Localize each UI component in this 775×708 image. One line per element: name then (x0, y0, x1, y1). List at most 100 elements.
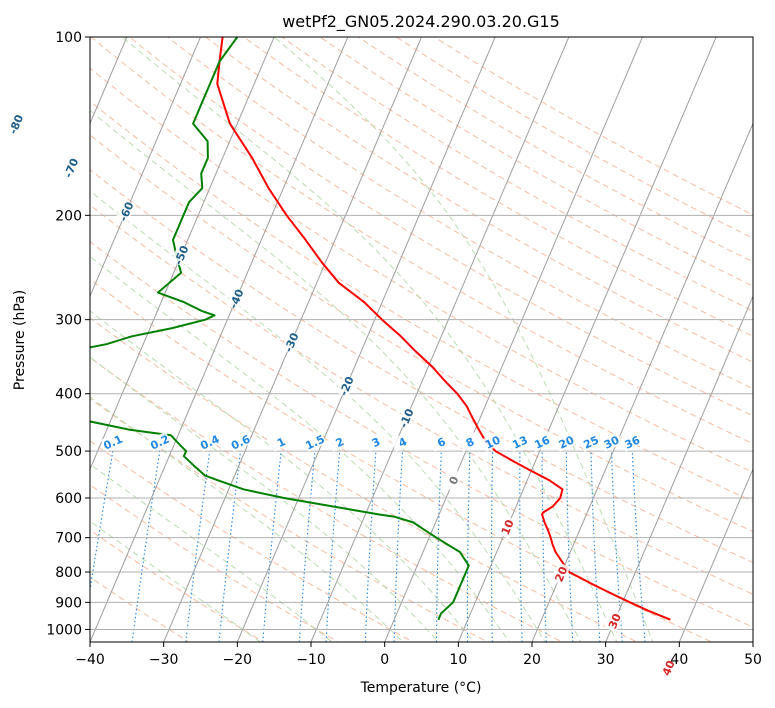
isotherm-label-bg (336, 374, 356, 398)
dry-adiabat (90, 67, 753, 473)
y-tick-label: 300 (55, 313, 82, 329)
mixing-ratio-label-bg (530, 431, 554, 452)
x-tick-label: 30 (597, 652, 615, 668)
x-tick-label: −40 (75, 652, 105, 668)
isotherm (384, 37, 644, 642)
moist-adiabat (273, 37, 654, 642)
y-tick-label: 1000 (46, 622, 82, 638)
plot-frame (89, 36, 754, 643)
isotherm (678, 467, 753, 642)
temperature-label-bg (657, 655, 678, 680)
mixing-ratio-label-bg (599, 431, 624, 452)
y-tick-label: 100 (55, 30, 82, 46)
mixing-ratio-label: 36 (623, 433, 643, 451)
mixing-ratio-label-bg (302, 431, 327, 452)
x-tick-label: −30 (149, 652, 179, 668)
chart-title: wetPf2_GN05.2024.290.03.20.G15 (282, 12, 560, 32)
dry-adiabat (357, 37, 753, 263)
background-lines (90, 37, 753, 642)
mixing-ratio-label-bg (390, 431, 415, 452)
mixing-ratio-label-bg (620, 431, 644, 452)
isotherm-label-bg (225, 286, 246, 311)
mixing-ratio-label-bg (327, 431, 352, 452)
y-tick-label: 600 (55, 491, 82, 507)
x-tick-label: 0 (380, 652, 389, 668)
isotherm-label-bg (5, 112, 26, 136)
x-axis-ticks: −40 −30 −20 −10 0 10 20 30 40 50 (75, 642, 762, 668)
y-tick-label: 400 (55, 387, 82, 403)
temperature-label-bg (496, 515, 517, 539)
dry-adiabat (90, 484, 340, 642)
x-tick-label: 40 (670, 652, 688, 668)
mixing-ratio-label: 13 (510, 433, 529, 451)
dry-adiabat (90, 168, 753, 564)
isotherm (605, 295, 753, 642)
dry-adiabat (128, 37, 753, 417)
isotherm (90, 37, 275, 471)
temperature-label: 20 (552, 564, 570, 583)
mixing-ratio-label: 16 (533, 433, 553, 451)
dry-adiabat (281, 37, 753, 312)
mixing-ratio-label-bg (269, 431, 293, 452)
dry-adiabat (90, 397, 489, 642)
temperature-label-bg (550, 562, 571, 586)
y-tick-label: 700 (55, 531, 82, 547)
dry-adiabat (90, 100, 753, 503)
dry-adiabat (395, 37, 753, 239)
x-axis-label: Temperature (°C) (360, 680, 482, 696)
moist-adiabat (121, 37, 618, 642)
y-tick-label: 500 (55, 444, 82, 460)
isotherm-label-bg (115, 199, 136, 224)
dry-adiabat (319, 37, 753, 287)
mixing-ratio-label: 25 (582, 433, 601, 451)
mixing-ratio-label-bg (480, 431, 505, 452)
mixing-ratio-label-bg (429, 431, 453, 452)
y-tick-label: 800 (55, 565, 82, 581)
moist-adiabat (90, 109, 582, 642)
isotherm-label-bg (280, 330, 301, 354)
isotherm (236, 37, 496, 642)
moist-adiabat (90, 520, 262, 642)
temperature-label-bg (604, 609, 625, 633)
mixing-ratio-label-bg (457, 431, 482, 452)
temperature-label: 30 (606, 611, 624, 630)
isotherm (90, 37, 349, 642)
x-tick-label: −20 (223, 652, 253, 668)
temperature-label: 40 (660, 658, 678, 677)
dry-adiabat (204, 37, 753, 363)
dewpoint-line (90, 37, 470, 621)
mixing-ratio-label: 20 (557, 433, 577, 451)
mixing-ratio-label-bg (228, 431, 253, 452)
temperature-label: 10 (499, 517, 517, 536)
mixing-ratio-label-bg (197, 431, 222, 452)
y-tick-label: 200 (55, 208, 82, 224)
temperature-label-bg (443, 468, 464, 492)
y-tick-label: 900 (55, 595, 82, 611)
moist-adiabat (90, 463, 333, 642)
mixing-ratio-label-bg (147, 431, 172, 452)
mixing-ratio-label: 10 (483, 433, 503, 451)
y-axis-label: Pressure (hPa) (12, 290, 28, 390)
mixing-ratio-label: 30 (602, 433, 622, 451)
dry-adiabat (90, 37, 753, 445)
dry-adiabat (90, 440, 414, 642)
plot-background (90, 37, 753, 642)
moist-adiabat (90, 396, 404, 642)
sounding-series (90, 37, 671, 621)
moist-adiabat (90, 255, 510, 642)
isotherm (531, 122, 753, 642)
y-axis-ticks: 100 200 300 400 500 600 700 800 900 1000 (46, 30, 90, 638)
isotherm (457, 37, 717, 642)
x-tick-label: 50 (744, 652, 762, 668)
dry-adiabat (166, 37, 753, 390)
contour-labels: -100-90-80-70-60-50-40-30-20-100.10.20.4… (5, 112, 678, 680)
dry-adiabat (90, 241, 753, 628)
x-tick-label: −10 (296, 652, 326, 668)
isotherm-label-bg (170, 243, 191, 267)
isotherm (310, 37, 570, 642)
x-tick-label: 20 (523, 652, 541, 668)
isotherm-label-bg (396, 406, 416, 430)
mixing-ratio-label-bg (507, 431, 532, 452)
x-tick-label: 10 (449, 652, 467, 668)
